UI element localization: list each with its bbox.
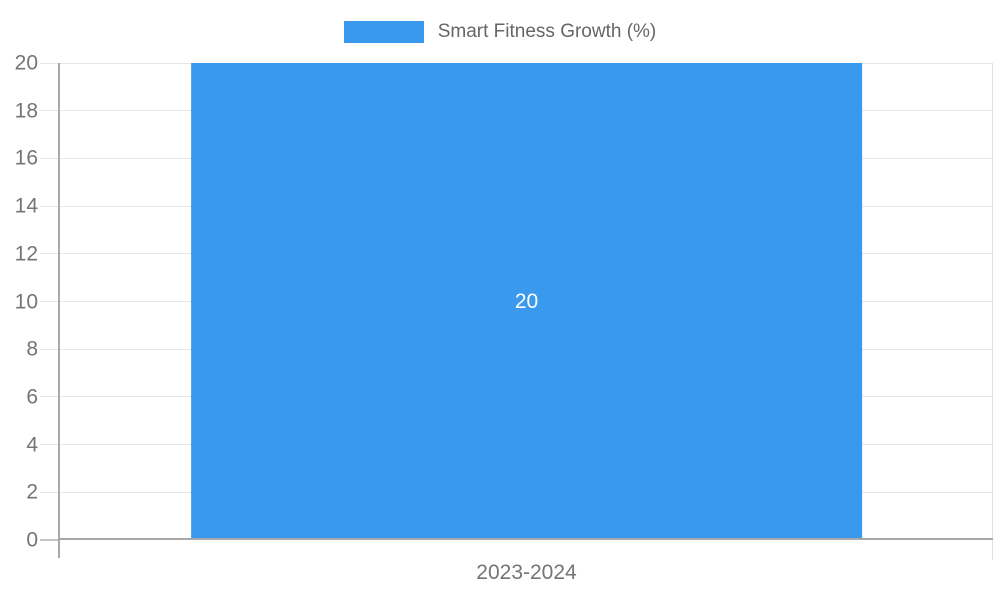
y-zero-tick bbox=[40, 539, 60, 541]
legend-swatch-icon bbox=[343, 21, 424, 43]
y-tick-label: 14 bbox=[14, 194, 38, 218]
y-tick-label: 0 bbox=[26, 528, 38, 552]
y-tick-label: 10 bbox=[14, 290, 38, 313]
legend: Smart Fitness Growth (%) bbox=[0, 21, 1000, 43]
y-tick-label: 16 bbox=[14, 146, 38, 170]
legend-item[interactable]: Smart Fitness Growth (%) bbox=[343, 21, 657, 43]
y-tick-label: 20 bbox=[14, 51, 38, 75]
x-axis-line bbox=[60, 538, 993, 540]
y-axis-line bbox=[58, 63, 60, 558]
y-tick-label: 12 bbox=[14, 242, 38, 266]
plot-right-border bbox=[992, 63, 993, 560]
bar-value-label: 20 bbox=[514, 289, 539, 313]
plot-area: 0 2 4 6 8 10 12 14 16 18 20 20 bbox=[15, 53, 993, 560]
y-tick-label: 8 bbox=[26, 337, 38, 361]
y-tick-label: 6 bbox=[26, 385, 38, 409]
legend-label: Smart Fitness Growth (%) bbox=[437, 21, 657, 42]
bar-2023-2024: 20 bbox=[190, 63, 863, 540]
y-tick-label: 2 bbox=[26, 480, 38, 504]
y-tick-label: 18 bbox=[14, 99, 38, 123]
y-tick-label: 4 bbox=[26, 433, 38, 457]
x-tick-label: 2023-2024 bbox=[476, 561, 577, 584]
